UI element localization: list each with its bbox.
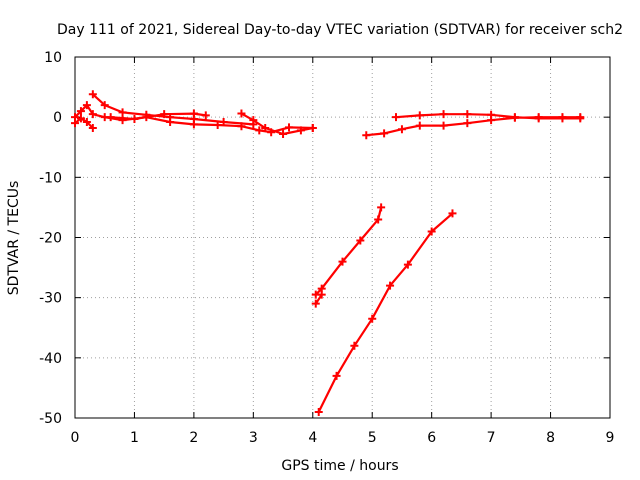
series-arc-4 (106, 109, 210, 123)
x-tick-label: 6 (427, 430, 436, 446)
series-arc-5 (237, 109, 317, 139)
y-tick-label: 0 (53, 110, 62, 126)
data-point (189, 109, 198, 118)
series-line (73, 117, 94, 130)
data-point (82, 117, 91, 126)
data-point (219, 117, 228, 126)
y-tick-label: -30 (39, 291, 62, 307)
data-point (88, 110, 97, 119)
data-point (427, 227, 436, 236)
data-point (332, 371, 341, 380)
data-point (448, 209, 457, 218)
series-arc-7 (392, 110, 585, 123)
x-tick-label: 9 (606, 430, 615, 446)
data-point (377, 203, 386, 212)
data-point (100, 101, 109, 110)
x-tick-label: 1 (130, 430, 139, 446)
y-tick-label: 10 (44, 50, 62, 66)
data-point (463, 119, 472, 128)
axis-ticks: 0 1 2 3 4 5 6 7 8 9 10 0 -10 -20 -30 -40 -50 (39, 50, 614, 446)
data-point (362, 131, 371, 140)
data-point (558, 114, 567, 123)
data-point (249, 116, 258, 125)
data-point (311, 299, 320, 308)
x-tick-label: 0 (71, 430, 80, 446)
data-point (576, 114, 585, 123)
data-point (534, 114, 543, 123)
data-point (88, 90, 97, 99)
data-point (317, 290, 326, 299)
data-point (439, 110, 448, 119)
data-point (201, 111, 210, 120)
data-point (510, 113, 519, 122)
series-arc-8 (311, 203, 386, 299)
data-point (88, 123, 97, 132)
chart-title: Day 111 of 2021, Sidereal Day-to-day VTE… (57, 22, 623, 38)
series-arc-2 (71, 114, 97, 132)
data-point (279, 130, 288, 139)
series-line (365, 116, 582, 137)
data-point (380, 129, 389, 138)
x-tick-label: 3 (249, 430, 258, 446)
x-tick-label: 2 (189, 430, 198, 446)
x-axis-label: GPS time / hours (281, 458, 398, 474)
data-point (76, 114, 85, 123)
series-arc-9 (311, 290, 326, 308)
data-point (350, 341, 359, 350)
data-point (160, 110, 169, 119)
data-point (76, 107, 85, 116)
data-point (439, 121, 448, 130)
data-point (415, 111, 424, 120)
y-tick-label: -10 (39, 170, 62, 186)
data-point (338, 257, 347, 266)
data-point (308, 123, 317, 132)
x-tick-label: 5 (368, 430, 377, 446)
data-point (118, 108, 127, 117)
data-point (487, 110, 496, 119)
data-point (296, 126, 305, 135)
data-point (130, 114, 139, 123)
series-line (314, 206, 383, 296)
series-group (71, 90, 585, 416)
data-point (374, 215, 383, 224)
data-point (463, 110, 472, 119)
series-line (317, 212, 454, 414)
y-tick-label: -50 (39, 411, 62, 427)
data-point (237, 109, 246, 118)
data-point (368, 314, 377, 323)
x-tick-label: 4 (308, 430, 317, 446)
series-arc-1 (71, 101, 317, 137)
data-point (82, 101, 91, 110)
data-point (71, 119, 79, 128)
data-point (415, 121, 424, 130)
data-point (285, 123, 293, 132)
data-point (255, 126, 264, 135)
y-tick-label: -20 (39, 231, 62, 247)
x-tick-label: 8 (546, 430, 555, 446)
data-point (261, 123, 270, 132)
series-arc-10 (314, 209, 457, 416)
data-point (386, 281, 395, 290)
data-point (392, 113, 400, 122)
data-point (314, 407, 323, 416)
y-tick-label: -40 (39, 351, 62, 367)
data-point (397, 125, 406, 134)
y-axis-label: SDTVAR / TECUs (6, 181, 22, 296)
data-point (106, 113, 115, 122)
x-tick-label: 7 (487, 430, 496, 446)
data-point (356, 236, 365, 245)
data-point (403, 260, 412, 269)
